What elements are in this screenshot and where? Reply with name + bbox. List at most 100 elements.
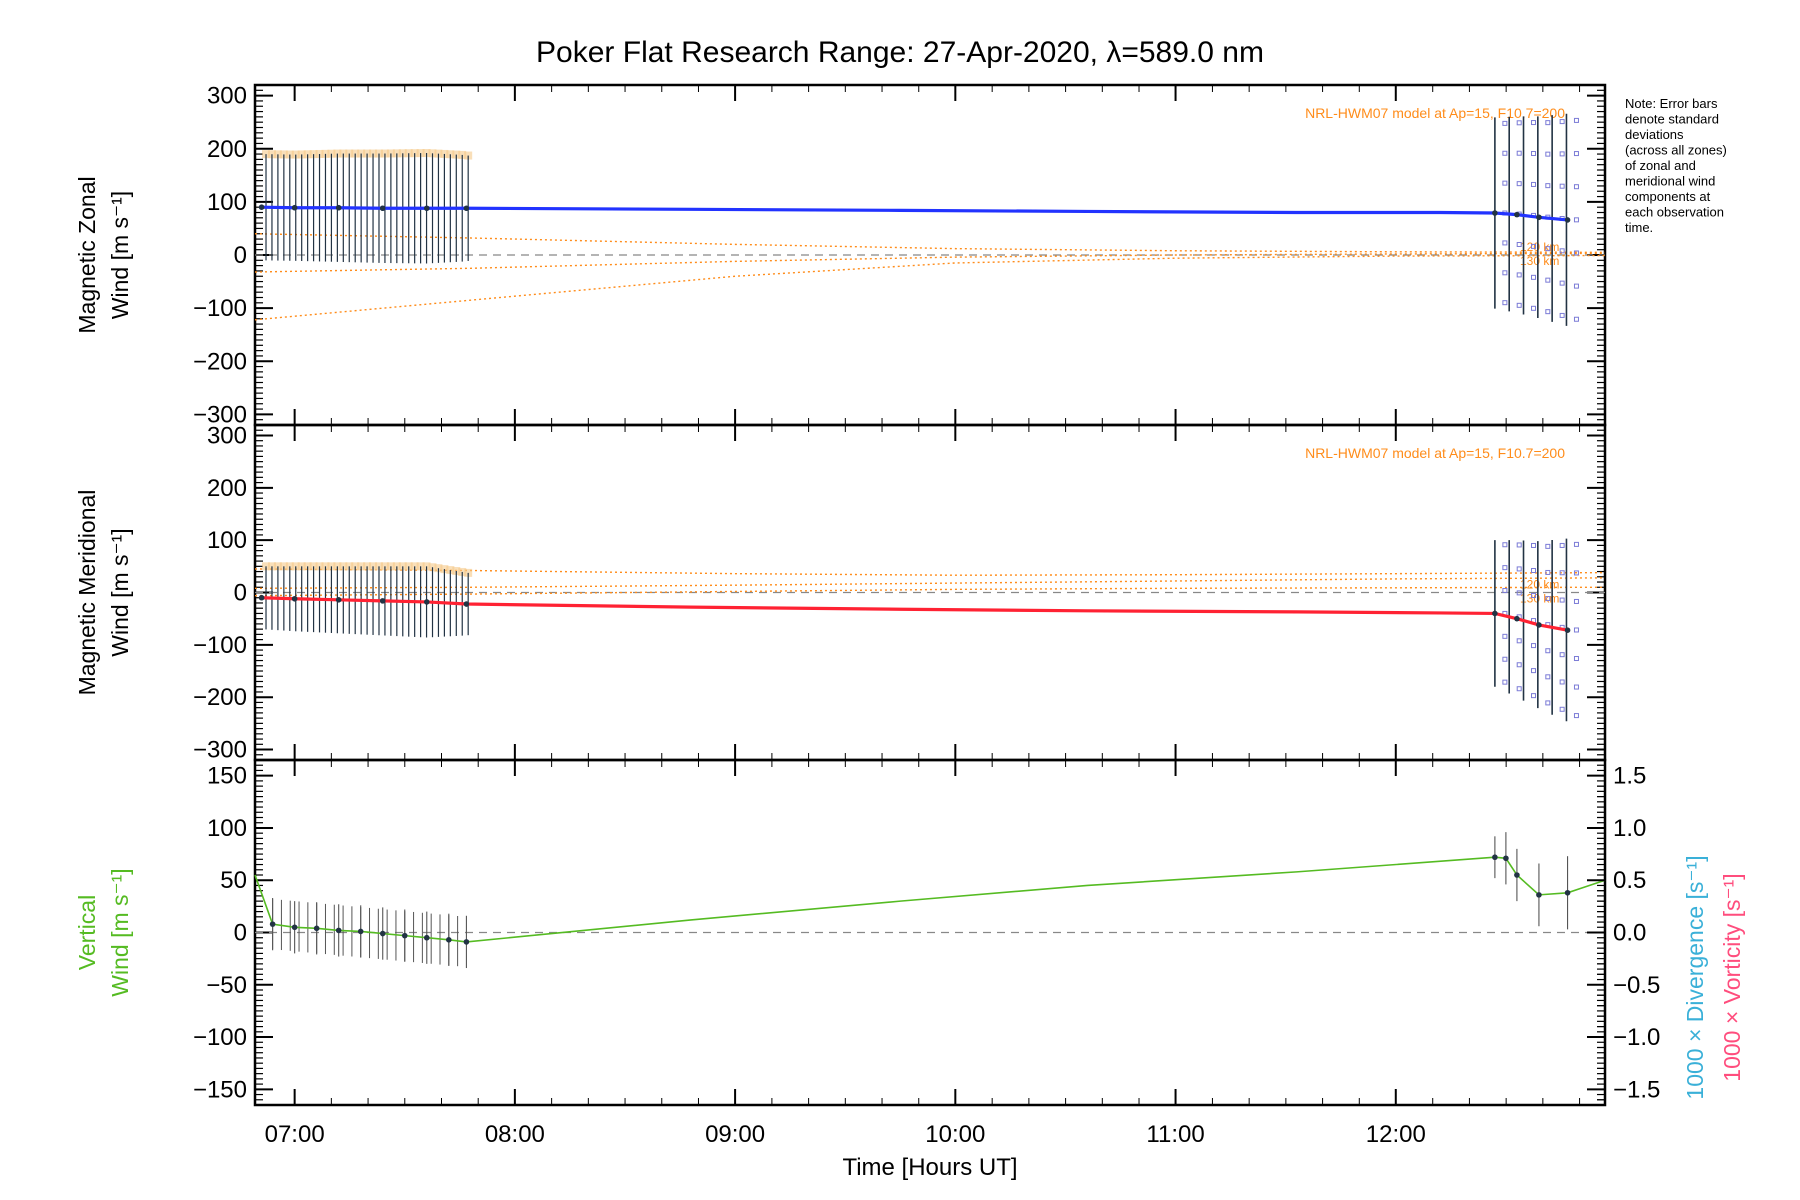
note-line: denote standard: [1625, 112, 1719, 127]
model-curve: [254, 586, 1606, 597]
note-line: components at: [1625, 189, 1711, 204]
zone-marker: [1502, 565, 1508, 571]
data-point: [335, 927, 342, 934]
y-tick-label: 0: [234, 242, 247, 269]
data-point: [423, 205, 430, 212]
y-tick-label: 300: [207, 83, 247, 110]
model-label: NRL-HWM07 model at Ap=15, F10.7=200: [1305, 445, 1565, 461]
x-tick-label: 08:00: [485, 1121, 545, 1148]
zone-marker: [1573, 541, 1579, 547]
model-curve: [254, 233, 1606, 254]
zone-marker: [1545, 309, 1551, 315]
y-tick-label: −100: [193, 1024, 247, 1051]
y2-tick-label: 1.5: [1613, 763, 1646, 790]
zone-marker: [1573, 117, 1579, 123]
y-axis-label: Magnetic Meridional: [74, 490, 100, 696]
zone-marker: [1545, 569, 1551, 575]
zone-marker: [1559, 597, 1565, 603]
zone-marker: [1531, 593, 1537, 599]
zone-marker: [1516, 181, 1522, 187]
zone-marker: [1559, 652, 1565, 658]
zone-marker: [1502, 120, 1508, 126]
data-point: [1536, 622, 1542, 628]
zone-marker: [1573, 316, 1579, 322]
zone-marker: [1516, 566, 1522, 572]
divergence-axis-label: 1000 × Divergence [s⁻¹]: [1682, 855, 1708, 1099]
y-axis-label: Magnetic Zonal: [74, 176, 100, 333]
y2-tick-label: 0.0: [1613, 920, 1646, 947]
data-point: [291, 595, 298, 602]
y-tick-label: −300: [193, 737, 247, 764]
zone-marker: [1559, 679, 1565, 685]
data-point: [379, 205, 386, 212]
zone-marker: [1545, 246, 1551, 252]
zone-marker: [1545, 151, 1551, 157]
y-tick-label: 200: [207, 136, 247, 163]
data-point: [423, 599, 430, 605]
note-line: deviations: [1625, 127, 1684, 142]
data-point: [258, 594, 265, 601]
zone-marker: [1531, 243, 1537, 249]
note-line: (across all zones): [1625, 143, 1727, 158]
data-point: [258, 204, 265, 210]
y-tick-label: −200: [193, 684, 247, 711]
y-tick-label: −100: [193, 632, 247, 659]
x-tick-label: 11:00: [1146, 1121, 1204, 1148]
zone-marker: [1573, 684, 1579, 690]
data-point: [463, 601, 470, 607]
zone-marker: [1545, 183, 1551, 189]
zone-marker: [1573, 713, 1579, 719]
zone-marker: [1573, 627, 1579, 633]
data-point: [463, 205, 470, 212]
y-tick-label: −150: [193, 1076, 247, 1103]
zone-marker: [1559, 248, 1565, 254]
zone-marker: [1531, 542, 1537, 548]
zone-marker: [1516, 272, 1522, 278]
zone-marker: [1531, 274, 1537, 280]
zone-marker: [1531, 181, 1537, 187]
zone-marker: [1559, 706, 1565, 712]
panel-zonal: −300 −200 −100 0 100 200 300 Magnetic Zonal Wind…: [74, 83, 1607, 428]
y-tick-label: −200: [193, 348, 247, 375]
data-point: [1492, 854, 1498, 861]
data-point: [1492, 610, 1498, 617]
data-point: [1564, 889, 1571, 896]
zone-marker: [1545, 648, 1551, 654]
zone-marker: [1545, 277, 1551, 283]
series-line: [261, 205, 1568, 222]
zone-marker: [1516, 302, 1522, 308]
zone-marker: [1531, 150, 1537, 156]
zone-marker: [1516, 590, 1522, 596]
x-tick-label: 07:00: [265, 1121, 325, 1148]
panel-vertical: −150 −100 −50 0 50 100 150 Vertical Wind [m s⁻¹]…: [74, 758, 1745, 1181]
zone-marker: [1516, 662, 1522, 668]
zone-marker: [1502, 240, 1508, 246]
chart-title: Poker Flat Research Range: 27-Apr-2020, …: [536, 36, 1264, 69]
zone-marker: [1516, 686, 1522, 692]
y-tick-label: 0: [234, 580, 247, 607]
zone-marker: [1559, 280, 1565, 286]
zone-marker: [1516, 542, 1522, 548]
zone-marker: [1531, 668, 1537, 674]
model-label: NRL-HWM07 model at Ap=15, F10.7=200: [1305, 105, 1565, 121]
x-tick-label: 09:00: [705, 1121, 765, 1148]
zone-marker: [1502, 180, 1508, 186]
zone-marker: [1545, 674, 1551, 680]
panel-meridional: −300 −200 −100 0 100 200 300 Magnetic Meridiona…: [74, 422, 1607, 764]
zone-marker: [1502, 656, 1508, 662]
zone-marker: [1559, 183, 1565, 189]
zone-marker: [1502, 542, 1508, 548]
data-point: [1564, 627, 1571, 633]
y2-tick-label: −0.5: [1613, 972, 1660, 999]
y2-tick-label: −1.0: [1613, 1024, 1660, 1051]
zone-marker: [1502, 633, 1508, 639]
zone-marker: [1559, 119, 1565, 125]
zone-marker: [1573, 656, 1579, 662]
vorticity-axis-label: 1000 × Vorticity [s⁻¹]: [1719, 873, 1745, 1081]
x-tick-label: 10:00: [925, 1121, 985, 1148]
y-axis-label-units: Wind [m s⁻¹]: [107, 868, 133, 996]
y-axis-label-units: Wind [m s⁻¹]: [107, 191, 133, 319]
note-line: each observation: [1625, 205, 1724, 220]
zone-marker: [1573, 217, 1579, 223]
